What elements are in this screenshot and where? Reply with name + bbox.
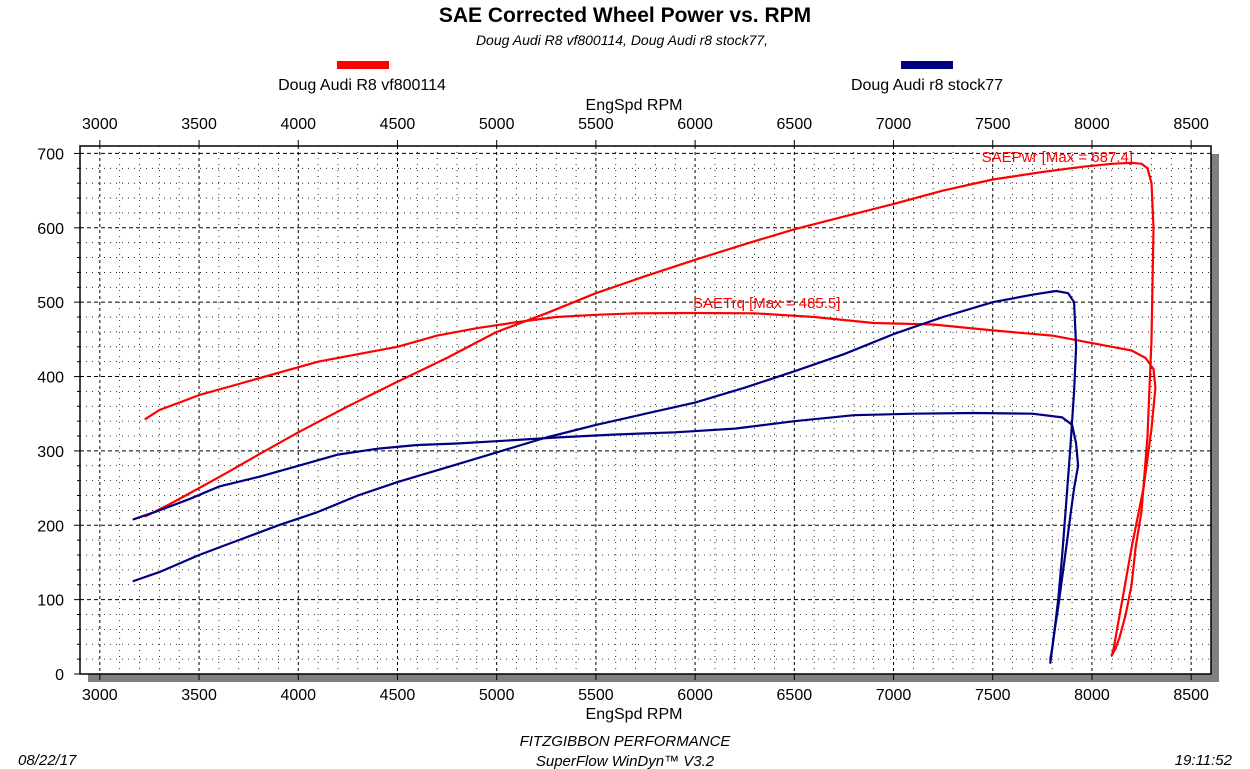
x-tick-label-bottom: 3500	[181, 687, 217, 704]
footer-date: 08/22/17	[18, 752, 77, 769]
y-tick-label: 200	[37, 518, 64, 535]
x-tick-label-bottom: 8500	[1173, 687, 1209, 704]
x-tick-label-top: 6000	[677, 116, 713, 133]
x-axis-label-bottom: EngSpd RPM	[586, 706, 683, 723]
legend-label-stock77: Doug Audi r8 stock77	[851, 77, 1003, 94]
x-tick-label-bottom: 6000	[677, 687, 713, 704]
series-line-1	[144, 311, 1157, 657]
x-tick-label-top: 5500	[578, 116, 614, 133]
footer-software: SuperFlow WinDyn™ V3.2	[536, 753, 715, 769]
series-line-3	[132, 411, 1080, 664]
footer-company: FITZGIBBON PERFORMANCE	[520, 733, 732, 750]
x-tick-label-bottom: 5000	[479, 687, 515, 704]
x-tick-label-top: 3500	[181, 116, 217, 133]
x-tick-label-bottom: 7500	[975, 687, 1011, 704]
x-tick-label-bottom: 8000	[1074, 687, 1110, 704]
x-axis-label-top: EngSpd RPM	[586, 97, 683, 114]
annotation-max-power: SAEPwr [Max = 687.4]	[982, 149, 1133, 166]
chart-title: SAE Corrected Wheel Power vs. RPM	[439, 4, 811, 27]
axis-ticks: 3000300035003500400040004500450050005000…	[37, 116, 1209, 704]
x-tick-label-bottom: 3000	[82, 687, 118, 704]
y-tick-label: 300	[37, 444, 64, 461]
y-tick-label: 600	[37, 221, 64, 238]
x-tick-label-top: 3000	[82, 116, 118, 133]
y-tick-label: 0	[55, 667, 64, 684]
legend-swatch-stock77	[901, 61, 953, 69]
x-tick-label-top: 8000	[1074, 116, 1110, 133]
footer-time: 19:11:52	[1175, 752, 1233, 769]
x-tick-label-bottom: 6500	[777, 687, 813, 704]
chart-subtitle: Doug Audi R8 vf800114, Doug Audi r8 stoc…	[476, 32, 768, 48]
series-line-2	[132, 289, 1078, 661]
y-tick-label: 400	[37, 370, 64, 387]
series-line-0	[144, 161, 1155, 657]
annotation-max-torque: SAETrq [Max = 485.5]	[693, 295, 840, 312]
x-tick-label-top: 4500	[380, 116, 416, 133]
legend-label-vf800114: Doug Audi R8 vf800114	[278, 77, 446, 94]
x-tick-label-bottom: 4000	[280, 687, 316, 704]
x-tick-label-top: 8500	[1173, 116, 1209, 133]
x-tick-label-top: 5000	[479, 116, 515, 133]
x-tick-label-top: 4000	[280, 116, 316, 133]
x-tick-label-bottom: 5500	[578, 687, 614, 704]
plot-area	[79, 145, 1212, 675]
legend-swatch-vf800114	[337, 61, 389, 69]
x-tick-label-top: 7500	[975, 116, 1011, 133]
x-tick-label-bottom: 7000	[876, 687, 912, 704]
x-tick-label-top: 7000	[876, 116, 912, 133]
x-tick-label-bottom: 4500	[380, 687, 416, 704]
y-tick-label: 700	[37, 146, 64, 163]
series-group	[132, 161, 1157, 664]
y-tick-label: 100	[37, 593, 64, 610]
y-tick-label: 500	[37, 295, 64, 312]
x-tick-label-top: 6500	[777, 116, 813, 133]
